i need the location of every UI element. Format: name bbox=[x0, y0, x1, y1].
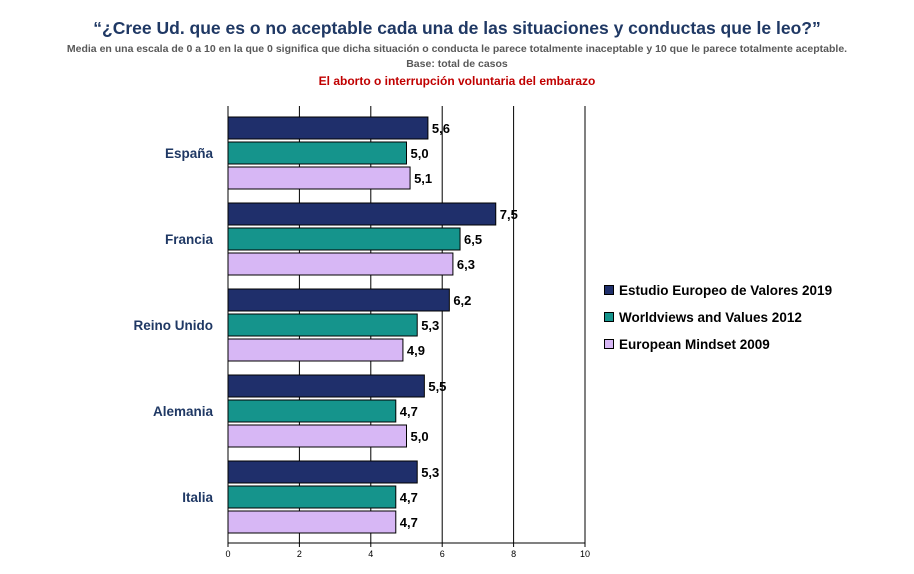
x-tick-label: 0 bbox=[225, 549, 230, 559]
legend-label-series-2: Worldviews and Values 2012 bbox=[619, 309, 802, 325]
bar bbox=[227, 460, 418, 484]
category-label: España bbox=[165, 146, 214, 161]
legend-item: Worldviews and Values 2012 bbox=[604, 308, 832, 326]
x-tick-label: 6 bbox=[440, 549, 445, 559]
chart-base-note: Base: total de casos bbox=[406, 58, 508, 70]
data-label: 4,9 bbox=[407, 343, 425, 358]
bar bbox=[227, 510, 397, 534]
data-label: 5,0 bbox=[411, 146, 429, 161]
chart-legend: Estudio Europeo de Valores 2019 Worldvie… bbox=[604, 281, 832, 362]
data-label: 6,3 bbox=[457, 257, 475, 272]
x-tick-label: 4 bbox=[368, 549, 373, 559]
legend-label-series-1: Estudio Europeo de Valores 2019 bbox=[619, 282, 833, 298]
legend-swatch-series-3 bbox=[604, 339, 614, 349]
bar bbox=[227, 485, 397, 509]
bar bbox=[227, 202, 497, 226]
chart-title: “¿Cree Ud. que es o no aceptable cada un… bbox=[93, 18, 821, 38]
data-label: 4,7 bbox=[400, 404, 418, 419]
data-label: 5,5 bbox=[428, 379, 446, 394]
x-tick-label: 8 bbox=[511, 549, 516, 559]
x-tick-label: 10 bbox=[580, 549, 590, 559]
chart-topic: El aborto o interrupción voluntaria del … bbox=[318, 74, 596, 88]
data-label: 4,7 bbox=[400, 515, 418, 530]
data-label: 5,3 bbox=[421, 318, 439, 333]
bar bbox=[227, 399, 397, 423]
data-label: 5,1 bbox=[414, 171, 432, 186]
bar bbox=[227, 166, 411, 190]
bar bbox=[227, 227, 461, 251]
data-label: 6,5 bbox=[464, 232, 482, 247]
legend-label-series-3: European Mindset 2009 bbox=[619, 336, 770, 352]
chart-subtitle: Media en una escala de 0 a 10 en la que … bbox=[66, 43, 848, 55]
legend-item: Estudio Europeo de Valores 2019 bbox=[604, 281, 832, 299]
category-label: Italia bbox=[182, 490, 213, 505]
bar bbox=[227, 288, 450, 312]
bar bbox=[227, 374, 425, 398]
bar bbox=[227, 141, 407, 165]
data-label: 6,2 bbox=[453, 293, 471, 308]
legend-swatch-series-1 bbox=[604, 285, 614, 295]
bar bbox=[227, 116, 429, 140]
category-label: Alemania bbox=[153, 404, 214, 419]
bar bbox=[227, 424, 407, 448]
data-label: 5,6 bbox=[432, 121, 450, 136]
data-label: 5,0 bbox=[411, 429, 429, 444]
legend-swatch-series-2 bbox=[604, 312, 614, 322]
bar bbox=[227, 313, 418, 337]
bar bbox=[227, 252, 454, 276]
category-label: Reino Unido bbox=[134, 318, 214, 333]
data-label: 5,3 bbox=[421, 465, 439, 480]
x-tick-label: 2 bbox=[297, 549, 302, 559]
category-label: Francia bbox=[165, 232, 214, 247]
legend-item: European Mindset 2009 bbox=[604, 335, 832, 353]
bar bbox=[227, 338, 404, 362]
data-label: 7,5 bbox=[500, 207, 518, 222]
data-label: 4,7 bbox=[400, 490, 418, 505]
